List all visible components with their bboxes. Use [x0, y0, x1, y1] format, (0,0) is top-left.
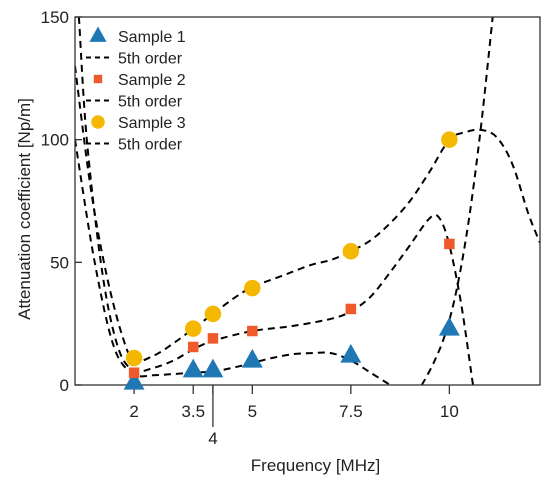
data-point-sample-1 — [438, 316, 460, 336]
y-axis-title: Attenuation coefficient [Np/m] — [15, 98, 34, 320]
fit-curve-1 — [75, 139, 391, 385]
data-point-sample-1 — [182, 358, 204, 378]
data-point-sample-1 — [340, 343, 362, 363]
data-point-sample-2 — [207, 333, 219, 344]
data-point-sample-3 — [342, 243, 360, 260]
x-tick-label: 7.5 — [339, 402, 363, 421]
data-point-sample-2 — [128, 367, 140, 378]
data-point-sample-1 — [123, 370, 145, 390]
legend-label: Sample 3 — [118, 115, 186, 132]
data-point-sample-3 — [244, 279, 261, 297]
data-point-sample-2 — [187, 341, 199, 353]
fit-curve-extra-1 — [420, 17, 494, 385]
x-tick-label: 3.5 — [181, 402, 205, 421]
y-tick-label: 50 — [50, 253, 69, 272]
x-tick-label: 10 — [440, 402, 459, 421]
legend-marker — [91, 115, 105, 129]
legend-label: 5th order — [118, 137, 183, 154]
legend-label: Sample 1 — [118, 29, 186, 46]
x-tick-label: 2 — [129, 402, 138, 421]
data-point-sample-3 — [204, 305, 222, 323]
data-point-sample-1 — [241, 348, 263, 368]
y-tick-label: 100 — [41, 131, 69, 150]
x-axis-title: Frequency [MHz] — [251, 456, 380, 475]
legend-label: Sample 2 — [118, 72, 186, 89]
legend-label: 5th order — [118, 51, 183, 68]
data-point-sample-2 — [444, 238, 455, 250]
data-point-sample-2 — [247, 325, 258, 337]
data-point-sample-3 — [184, 320, 202, 337]
y-tick-label: 150 — [41, 8, 69, 27]
data-point-sample-3 — [125, 349, 143, 367]
data-point-sample-1 — [202, 358, 224, 378]
plot-frame — [74, 16, 541, 386]
legend: Sample 1 5th order Sample 2 5th order Sample… — [86, 26, 186, 154]
x-tick-label: 4 — [208, 429, 217, 448]
legend-marker — [93, 74, 103, 84]
axes-layer — [74, 16, 541, 386]
data-points-layer — [123, 131, 460, 390]
legend-label: 5th order — [118, 94, 183, 111]
y-tick-label: 0 — [60, 376, 69, 395]
x-tick-label: 5 — [248, 402, 257, 421]
data-point-sample-3 — [441, 131, 458, 148]
data-point-sample-2 — [345, 303, 357, 315]
fit-curve-2 — [77, 17, 474, 385]
legend-marker — [89, 26, 107, 42]
